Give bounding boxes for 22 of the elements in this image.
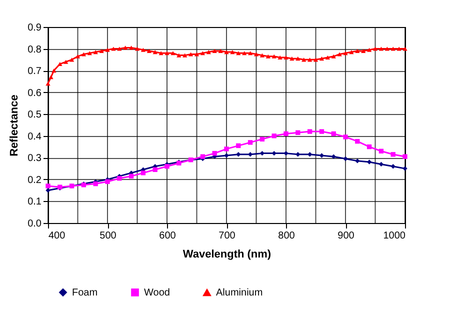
x-tick-label: 800 xyxy=(278,230,296,242)
y-tick-label: 0.4 xyxy=(28,131,42,142)
y-tick-label: 0.2 xyxy=(28,174,42,186)
legend-label: Foam xyxy=(72,287,98,298)
x-tick-label: 600 xyxy=(159,230,176,242)
x-tick-label: 1000 xyxy=(383,230,406,242)
y-tick-label: 0.5 xyxy=(28,110,42,121)
y-tick-label: 0.3 xyxy=(28,153,42,164)
legend-label: Wood xyxy=(144,287,170,298)
x-tick-label: 500 xyxy=(100,230,117,242)
x-tick-label: 700 xyxy=(218,230,236,242)
x-tick-label: 900 xyxy=(338,230,355,242)
legend-label: Aluminium xyxy=(216,288,263,299)
y-tick-label: 0.1 xyxy=(28,196,42,208)
y-tick-label: 0.0 xyxy=(28,218,42,230)
y-axis-title: Reflectance xyxy=(8,94,21,156)
y-tick-label: 0.9 xyxy=(28,22,42,34)
x-axis-title: Wavelength (nm) xyxy=(182,248,272,260)
y-tick-label: 0.7 xyxy=(28,66,42,78)
y-tick-label: 0.8 xyxy=(28,44,42,56)
y-tick-label: 0.6 xyxy=(28,88,42,99)
x-tick-label: 400 xyxy=(48,230,66,242)
